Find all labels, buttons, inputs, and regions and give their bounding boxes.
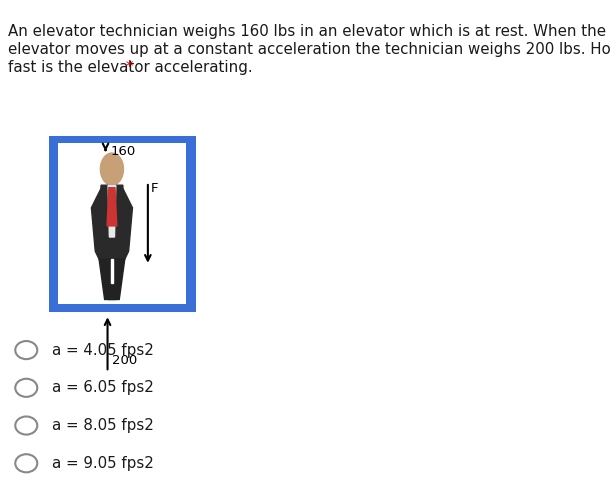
Text: a = 4.05 fps2: a = 4.05 fps2 [52, 343, 154, 358]
Text: a = 8.05 fps2: a = 8.05 fps2 [52, 418, 154, 433]
Text: a = 6.05 fps2: a = 6.05 fps2 [52, 380, 154, 395]
Bar [49, 136, 196, 312]
Polygon shape [99, 185, 125, 259]
Polygon shape [123, 189, 133, 259]
Circle shape [15, 454, 37, 472]
Circle shape [15, 416, 37, 435]
Text: elevator moves up at a constant acceleration the technician weighs 200 lbs. How: elevator moves up at a constant accelera… [8, 42, 611, 57]
Text: F: F [151, 182, 158, 195]
Polygon shape [108, 185, 115, 237]
Polygon shape [111, 259, 113, 283]
Ellipse shape [100, 153, 123, 185]
Text: An elevator technician weighs 160 lbs in an elevator which is at rest. When the: An elevator technician weighs 160 lbs in… [8, 24, 606, 39]
Text: 160: 160 [111, 145, 136, 158]
Bar [58, 143, 186, 304]
Polygon shape [99, 259, 116, 299]
Text: a = 9.05 fps2: a = 9.05 fps2 [52, 456, 154, 471]
Text: *: * [121, 60, 134, 75]
Polygon shape [92, 189, 101, 259]
Text: fast is the elevator accelerating.: fast is the elevator accelerating. [8, 60, 252, 75]
Circle shape [15, 341, 37, 359]
Polygon shape [108, 259, 125, 299]
Polygon shape [107, 188, 117, 226]
Circle shape [15, 379, 37, 397]
Text: 200: 200 [112, 354, 137, 367]
